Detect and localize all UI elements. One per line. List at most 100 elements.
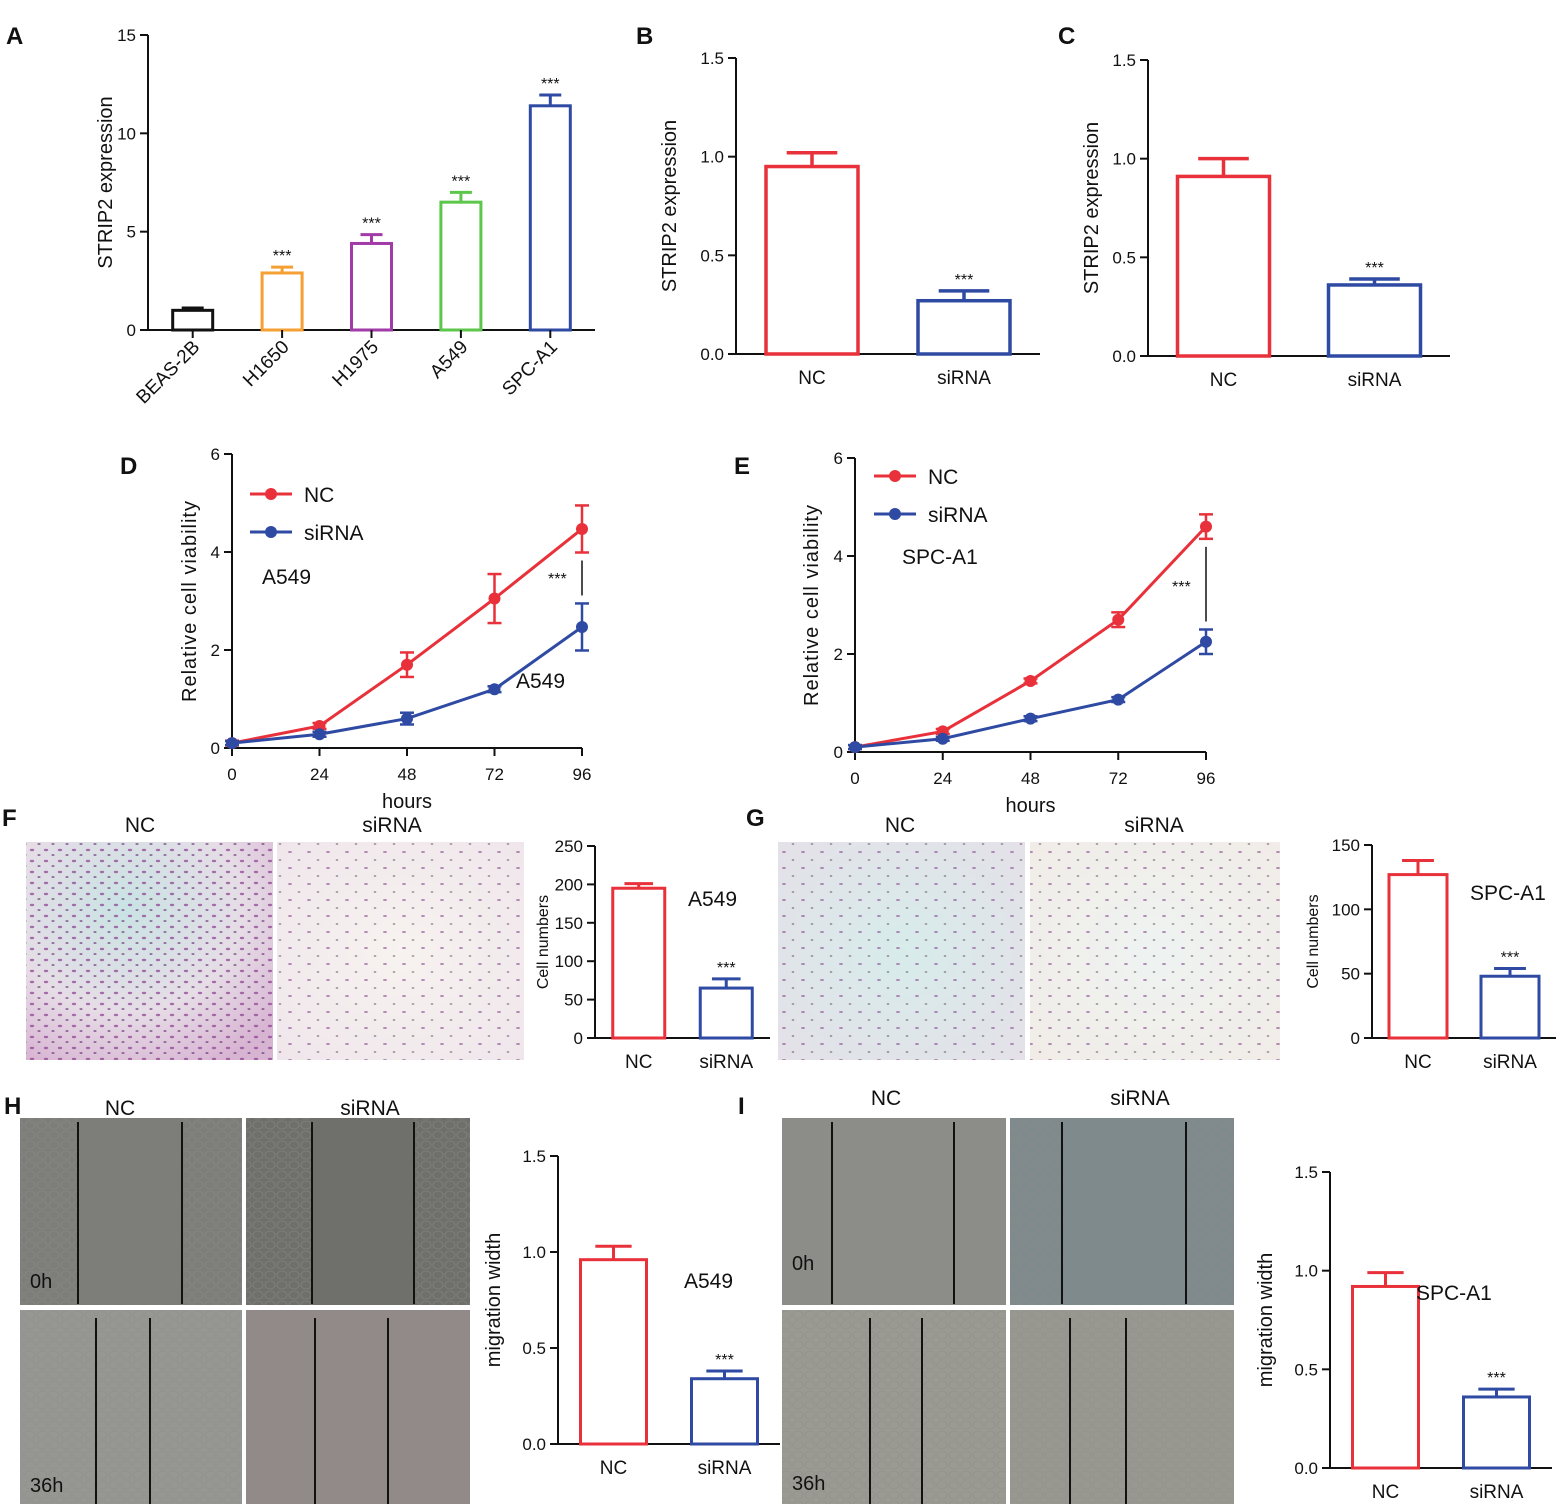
chart-i-migration-spc-a1: 0.0 0.5 1.0 1.5 migration width NC *** siRNA SPC… [1255,1163,1552,1503]
panel-g-nc-title: NC [885,814,915,837]
cell-line-annotation: A549 [684,1270,733,1293]
bar-nc [579,1258,648,1446]
bar-nc [1175,174,1272,358]
x-tick-label: 72 [1109,769,1128,788]
data-point-nc [1200,520,1212,533]
bar-beas-2b [171,308,215,332]
x-category-label: siRNA [1470,1482,1524,1503]
significance-stars: *** [715,1352,734,1369]
panel-h-images: NC siRNA 0h 36h [20,1097,470,1504]
bar-h1975 [350,241,393,332]
x-tick-label: 0 [227,765,236,784]
y-tick-label: 0.5 [522,1339,546,1358]
legend-marker-nc [265,488,277,500]
series-line-sirna [854,640,1207,749]
chart-h-migration-a549: 0.0 0.5 1.0 1.5 migration width NC *** siRNA A54… [483,1147,780,1479]
wound-image-a549-sirna-0h-cells-right [414,1118,470,1305]
wound-image-spc-nc-0h-cells-left [782,1118,832,1305]
y-tick-label: 5 [127,223,136,242]
x-axis-title: hours [1005,795,1055,817]
panel-f-nc-title: NC [125,814,155,837]
y-tick-label: 10 [117,124,136,143]
data-point-sirna [936,732,949,745]
panel-f-sirna-title: siRNA [362,814,422,837]
x-category-label: siRNA [698,1458,752,1479]
wound-image-a549-sirna-36h-cells [246,1310,470,1504]
data-point-nc [488,592,501,605]
y-tick-label: 150 [1332,836,1360,855]
chart-b-expression-a549: 0.0 0.5 1.0 1.5 STRIP2 expression NC *** siRNA [659,49,1040,389]
panel-g-images: NC siRNA [778,814,1280,1060]
y-axis-title: Relative cell viability [179,500,201,702]
panel-i-nc-title: NC [871,1087,901,1110]
significance-stars: *** [362,216,381,233]
y-tick-label: 50 [1341,965,1360,984]
y-axis-title: migration width [483,1233,505,1368]
y-tick-label: 0 [834,743,843,762]
y-tick-label: 0.0 [700,345,724,364]
wound-image-a549-sirna-0h-cells-left [246,1118,312,1305]
panel-letter-e: E [734,453,750,480]
panel-i-time-0h: 0h [792,1253,814,1275]
y-tick-label: 1.5 [522,1147,546,1166]
bar-spc-a1 [528,104,572,332]
panel-letter-i: I [738,1093,745,1120]
data-point-nc [576,522,588,535]
significance-stars: *** [1365,260,1384,277]
wound-image-spc-sirna-0h-cells-right [1186,1118,1234,1305]
y-tick-label: 0.0 [522,1435,546,1454]
transwell-image-spc-nc-cells [778,842,1025,1060]
data-point-sirna [226,737,238,750]
y-tick-label: 250 [555,837,583,856]
y-tick-label: 1.5 [1294,1163,1318,1182]
panel-letter-g: G [746,805,765,832]
transwell-image-a549-sirna-cells [277,842,524,1060]
y-tick-label: 0.0 [1294,1459,1318,1478]
bar-sirna [1326,283,1423,358]
panel-i-time-36h: 36h [792,1473,825,1495]
y-tick-label: 6 [211,445,220,464]
y-tick-label: 150 [555,914,583,933]
significance-stars: *** [541,76,560,93]
panel-f-images: NC siRNA [26,814,524,1060]
legend-marker-sirna [889,508,901,520]
chart-a-expression-by-cell-line: 0 5 10 15 STRIP2 expression BEAS-2B *** H1650 **… [95,26,595,408]
data-point-sirna [401,712,413,725]
x-category-label: H1650 [239,337,293,391]
panel-letter-f: F [2,805,17,832]
x-tick-label: 96 [573,765,592,784]
series-line-nc [231,527,583,745]
cell-line-annotation: SPC-A1 [1470,882,1546,905]
significance-stars: *** [1501,950,1520,967]
x-category-label: NC [1404,1052,1431,1073]
x-category-label: SPC-A1 [498,337,561,400]
panel-g-sirna-title: siRNA [1124,814,1184,837]
bar-sirna [916,298,1012,356]
data-point-sirna [849,741,861,754]
y-axis-title: STRIP2 expression [659,120,681,292]
y-tick-label: 100 [1332,900,1360,919]
x-category-label: NC [1210,370,1237,391]
x-category-label: A549 [426,337,472,383]
y-tick-label: 0 [1351,1029,1360,1048]
x-category-label: siRNA [1348,370,1402,391]
wound-image-spc-sirna-36h-cells [1010,1310,1234,1504]
x-category-label: NC [1372,1482,1399,1503]
chart-c-expression-spc-a1: 0.0 0.5 1.0 1.5 STRIP2 expression NC *** siRNA [1081,51,1450,391]
cell-line-annotation: SPC-A1 [902,546,978,569]
data-point-nc [313,719,326,732]
data-point-nc [1112,613,1125,626]
panel-h-sirna-title: siRNA [340,1097,400,1120]
data-point-sirna [313,728,326,741]
legend-marker-nc [889,470,901,482]
wound-image-a549-nc-0h-cells-right [182,1118,242,1305]
panel-h-time-36h: 36h [30,1475,63,1497]
y-tick-label: 0.5 [1112,248,1136,267]
panel-letter-a: A [6,23,23,50]
x-category-label: NC [600,1458,627,1479]
bar-sirna [698,986,754,1040]
x-category-label: siRNA [1483,1052,1537,1073]
y-tick-label: 4 [211,543,220,562]
y-tick-label: 4 [834,547,843,566]
significance-stars: *** [452,173,471,190]
